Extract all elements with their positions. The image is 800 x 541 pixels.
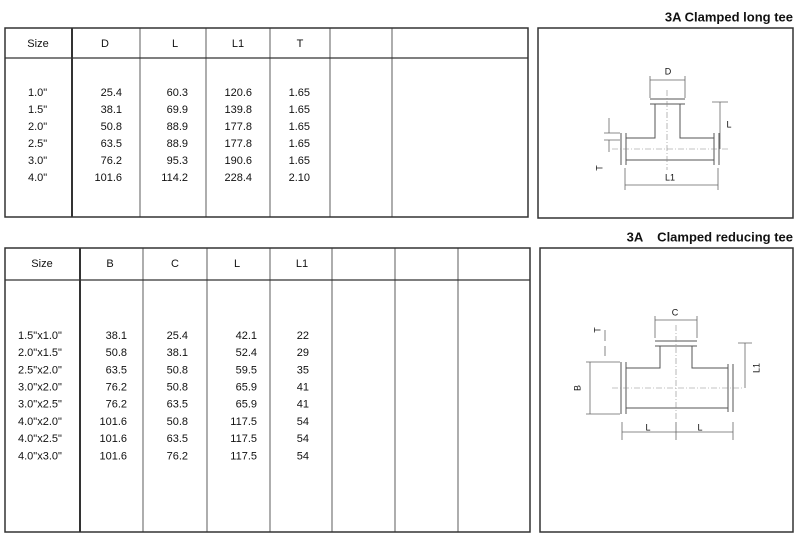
table-cell: 2.0"x1.5" xyxy=(18,347,62,359)
table-cell: 59.5 xyxy=(236,364,257,376)
table-cell: 22 xyxy=(297,330,309,342)
section-title: 3A Clamped long tee xyxy=(665,9,793,24)
table-cell: 114.2 xyxy=(161,172,188,184)
table-cell: 3.0"x2.0" xyxy=(18,382,62,394)
column-header: C xyxy=(171,258,179,270)
table-cell: 3.0"x2.5" xyxy=(18,399,62,411)
reducing-tee-drawing xyxy=(586,316,752,440)
table-cell: 117.5 xyxy=(230,416,257,428)
table-cell: 4.0"x3.0" xyxy=(18,450,62,462)
table-cell: 101.6 xyxy=(99,450,127,462)
table-cell: 1.65 xyxy=(289,87,310,99)
table-frame xyxy=(4,247,531,533)
table-cell: 1.5"x1.0" xyxy=(18,330,62,342)
dimension-label: T xyxy=(594,165,604,171)
dimension-label: L xyxy=(726,119,731,129)
table-frame xyxy=(4,27,529,218)
table-cell: 63.5 xyxy=(167,399,188,411)
table-cell: 50.8 xyxy=(106,347,127,359)
table-cell: 54 xyxy=(297,416,309,428)
table-cell: 25.4 xyxy=(101,87,122,99)
table-cell: 2.0" xyxy=(28,121,47,133)
table-cell: 54 xyxy=(297,450,309,462)
table-cell: 65.9 xyxy=(236,399,257,411)
column-header: L1 xyxy=(296,258,308,270)
table-cell: 177.8 xyxy=(224,138,252,150)
table-cell: 65.9 xyxy=(236,382,257,394)
long-tee-drawing xyxy=(604,76,728,190)
table-cell: 1.65 xyxy=(289,155,310,167)
dimension-label: L1 xyxy=(665,172,675,182)
table-cell: 52.4 xyxy=(236,347,257,359)
table-cell: 50.8 xyxy=(167,416,188,428)
dimension-label: C xyxy=(672,307,679,317)
table-cell: 63.5 xyxy=(106,364,127,376)
table-cell: 38.1 xyxy=(101,104,122,116)
table-cell: 1.65 xyxy=(289,104,310,116)
dimension-label: T xyxy=(592,327,602,333)
table-cell: 139.8 xyxy=(224,104,252,116)
column-header: L xyxy=(172,38,178,50)
table-cell: 101.6 xyxy=(99,433,127,445)
table-cell: 101.6 xyxy=(94,172,122,184)
diagram-frame xyxy=(539,247,794,533)
table-cell: 41 xyxy=(297,399,309,411)
table-cell: 95.3 xyxy=(167,155,188,167)
table-cell: 76.2 xyxy=(167,450,188,462)
table-cell: 117.5 xyxy=(230,433,257,445)
table-cell: 50.8 xyxy=(101,121,122,133)
table-cell: 42.1 xyxy=(236,330,257,342)
table-cell: 3.0" xyxy=(28,155,47,167)
dimension-label: L1 xyxy=(751,363,761,373)
diagram-frame xyxy=(537,27,794,219)
table-cell: 4.0" xyxy=(28,172,47,184)
table-cell: 63.5 xyxy=(101,138,122,150)
table-cell: 50.8 xyxy=(167,382,188,394)
dimension-label: B xyxy=(572,385,582,391)
table-cell: 2.10 xyxy=(289,172,310,184)
table-cell: 101.6 xyxy=(99,416,127,428)
column-header: L1 xyxy=(232,38,244,50)
dimension-label: D xyxy=(665,66,672,76)
dimension-label: L xyxy=(697,422,702,432)
table-cell: 177.8 xyxy=(224,121,252,133)
table-cell: 4.0"x2.5" xyxy=(18,433,62,445)
dimension-label: L xyxy=(645,422,650,432)
table-cell: 76.2 xyxy=(106,382,127,394)
table-cell: 4.0"x2.0" xyxy=(18,416,62,428)
table-cell: 76.2 xyxy=(106,399,127,411)
table-cell: 69.9 xyxy=(167,104,188,116)
table-cell: 120.6 xyxy=(224,87,252,99)
table-cell: 38.1 xyxy=(106,330,127,342)
table-cell: 88.9 xyxy=(167,138,188,150)
table-cell: 2.5" xyxy=(28,138,47,150)
column-header: B xyxy=(106,258,113,270)
column-header: L xyxy=(234,258,240,270)
table-cell: 1.65 xyxy=(289,138,310,150)
table-cell: 1.65 xyxy=(289,121,310,133)
table-cell: 38.1 xyxy=(167,347,188,359)
table-cell: 88.9 xyxy=(167,121,188,133)
column-header: Size xyxy=(27,38,48,50)
table-cell: 29 xyxy=(297,347,309,359)
table-cell: 41 xyxy=(297,382,309,394)
column-header: Size xyxy=(31,258,52,270)
table-cell: 54 xyxy=(297,433,309,445)
table-cell: 117.5 xyxy=(230,450,257,462)
table-cell: 1.5" xyxy=(28,104,47,116)
table-cell: 25.4 xyxy=(167,330,188,342)
table-cell: 2.5"x2.0" xyxy=(18,364,62,376)
column-header: T xyxy=(297,38,304,50)
table-cell: 76.2 xyxy=(101,155,122,167)
table-cell: 190.6 xyxy=(224,155,252,167)
section-title: 3A Clamped reducing tee xyxy=(627,229,793,244)
table-cell: 60.3 xyxy=(167,87,188,99)
table-cell: 1.0" xyxy=(28,87,47,99)
table-cell: 35 xyxy=(297,364,309,376)
table-cell: 63.5 xyxy=(167,433,188,445)
column-header: D xyxy=(101,38,109,50)
table-cell: 228.4 xyxy=(224,172,252,184)
table-cell: 50.8 xyxy=(167,364,188,376)
